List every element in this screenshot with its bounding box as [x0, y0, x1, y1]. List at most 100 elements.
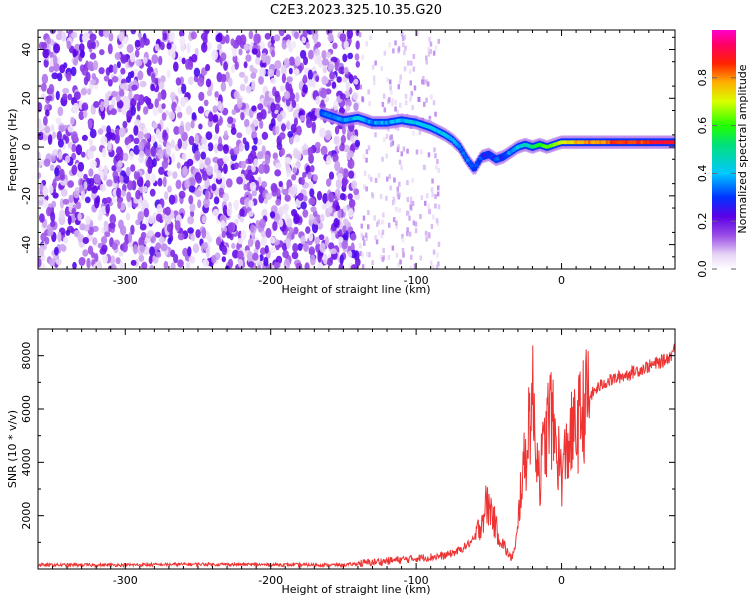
spectrogram-cell [213, 196, 220, 205]
spectrogram-cell [257, 151, 264, 160]
spectrogram-cell [178, 190, 186, 199]
spectrogram-cell [207, 142, 214, 152]
spectrogram-cell [339, 144, 345, 152]
spectrogram-cell [185, 105, 193, 116]
spectrogram-cell [285, 162, 291, 171]
spectrogram-cell [137, 32, 142, 39]
spectrogram-cell [398, 79, 402, 85]
spectrogram-cell [400, 165, 403, 171]
spectrogram-cell [294, 31, 299, 39]
spectrogram-cell [321, 58, 329, 66]
spectrogram-cell [286, 238, 291, 250]
spectrogram-cell [67, 142, 73, 149]
spectrogram-cell [142, 57, 148, 64]
spectrogram-cell [413, 85, 417, 91]
spectrogram-cell [72, 102, 80, 114]
spectrogram-cell [200, 151, 207, 160]
spectrogram-cell [157, 148, 164, 160]
spectrogram-cell [419, 255, 422, 261]
spectrogram-cell [89, 145, 97, 152]
spectrogram-cell [410, 91, 414, 97]
spectrogram-cell [71, 31, 78, 39]
spectrogram-cell [319, 242, 326, 253]
spectrogram-cell [360, 232, 363, 238]
spectrogram-cell [215, 177, 223, 185]
spectrogram-cell [411, 246, 414, 252]
spectrogram-cell [193, 67, 201, 78]
spectrogram-cell [402, 42, 405, 48]
spectrogram-cell [243, 75, 249, 84]
spectrogram-cell [274, 90, 280, 98]
spectrogram-cell [287, 180, 292, 189]
spectrogram-cell [397, 262, 400, 268]
spectrogram-cell [122, 152, 129, 162]
spectrogram-cell [187, 227, 195, 234]
spectrogram-cell [223, 130, 228, 141]
spectrogram-cell [57, 106, 64, 117]
spectrogram-cell [100, 205, 108, 215]
y-tick-label: 4000 [20, 448, 33, 476]
spectrogram-cell [177, 138, 183, 149]
spectrogram-cell [211, 49, 219, 61]
spectrogram-cell [143, 207, 150, 218]
spectrogram-cell [201, 42, 208, 53]
spectrogram-cell [118, 250, 124, 257]
spectrogram-cell [392, 48, 395, 54]
spectrogram-cell [143, 106, 149, 115]
spectrogram-cell [381, 229, 385, 235]
spectrogram-cell [436, 221, 440, 227]
spectrogram-cell [322, 66, 328, 74]
spectrogram-cell [198, 159, 205, 170]
spectrogram-cell [111, 242, 118, 250]
spectrogram-cell [270, 246, 277, 254]
spectrogram-cell [327, 206, 333, 214]
snr-plot-area [38, 329, 675, 569]
spectrogram-cell [65, 155, 71, 164]
track-core [459, 147, 464, 152]
spectrogram-cell [182, 153, 187, 161]
spectrogram-cell [101, 244, 108, 253]
spectrogram-cell [54, 167, 60, 177]
spectrogram-cell [391, 101, 394, 107]
spectrogram-cell [103, 165, 108, 176]
spectrogram-cell [389, 79, 392, 85]
spectrogram-cell [437, 204, 441, 210]
spectrogram-cell [415, 31, 419, 36]
spectrogram-cell [333, 135, 340, 145]
spectrogram-cell [200, 32, 208, 41]
spectrogram-cell [329, 71, 335, 80]
spectrogram-cell [374, 132, 377, 138]
spectrogram-cell [234, 61, 239, 70]
spectrogram-cell [118, 31, 125, 43]
spectrogram-cell [217, 100, 223, 111]
spectrogram-cell [293, 109, 300, 120]
track-core [467, 161, 472, 166]
spectrogram-cell [108, 32, 114, 42]
spectrogram-cell [368, 252, 371, 258]
spectrogram-cell [425, 97, 428, 103]
spectrogram-cell [390, 89, 393, 95]
spectrogram-cell [77, 161, 85, 172]
spectrogram-cell [294, 151, 301, 158]
spectrogram-cell [174, 220, 181, 231]
spectrogram-cell [103, 75, 110, 82]
spectrogram-cell [166, 144, 172, 156]
spectrogram-cell [284, 57, 290, 68]
spectrogram-cell [259, 67, 266, 77]
spectrogram-cell [395, 224, 398, 230]
spectrogram-cell [55, 90, 60, 101]
spectrogram-cell [260, 230, 267, 238]
spectrogram-cell [70, 66, 77, 77]
spectrogram-cell [49, 221, 56, 228]
spectrogram-cell [291, 174, 297, 181]
spectrogram-cell [296, 262, 303, 269]
spectrogram-cell [361, 264, 365, 269]
spectrogram-cell [409, 196, 413, 202]
spectrogram-cell [88, 168, 94, 177]
spectrogram-cell [160, 41, 165, 51]
spectrogram-cell [238, 142, 244, 152]
spectrogram-cell [425, 79, 428, 85]
spectrogram-cell [290, 123, 297, 133]
spectrogram-cell [56, 130, 63, 141]
